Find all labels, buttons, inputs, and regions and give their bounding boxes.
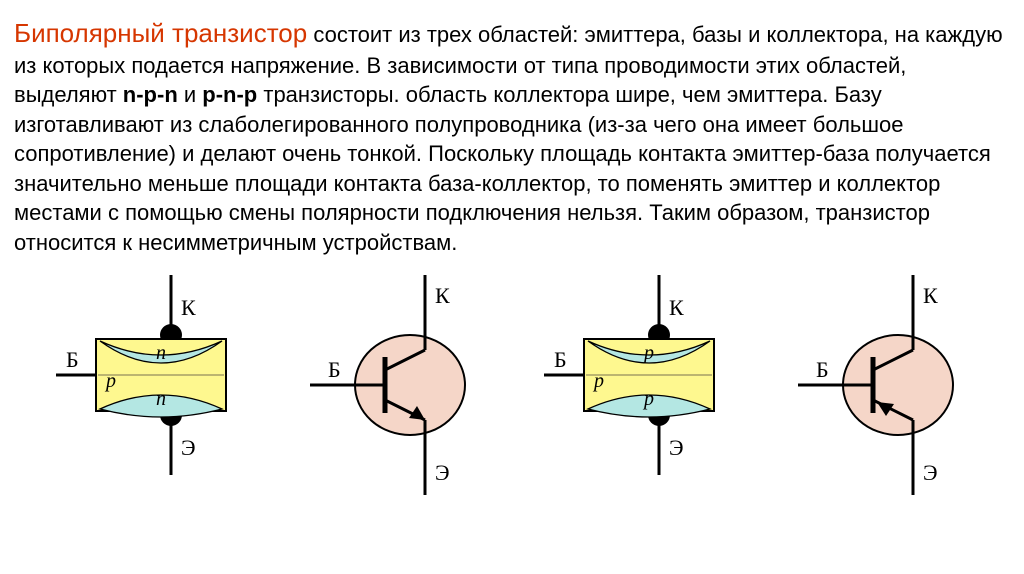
pnp-bold: p-n-p xyxy=(202,82,257,107)
label-e: Э xyxy=(923,460,938,485)
layer-p-top: p xyxy=(642,342,654,364)
npn-bold: n-p-n xyxy=(123,82,178,107)
label-k: К xyxy=(669,295,684,320)
layer-p-mid: p xyxy=(592,370,604,392)
label-b: Б xyxy=(66,347,79,372)
pnp-structure-diagram: К Б Э p p p xyxy=(544,275,734,475)
diagrams-row: К Б Э n p n К Б Э xyxy=(14,275,1010,495)
layer-n-bot: n xyxy=(156,388,166,410)
label-k: К xyxy=(181,295,196,320)
heading: Биполярный транзистор xyxy=(14,18,307,48)
label-e: Э xyxy=(669,435,684,460)
label-b: Б xyxy=(554,347,567,372)
label-e: Э xyxy=(181,435,196,460)
pnp-symbol-diagram: К Б Э xyxy=(798,275,968,495)
label-e: Э xyxy=(435,460,450,485)
label-b: Б xyxy=(328,357,341,382)
para-2: и xyxy=(178,82,203,107)
description-text: Биполярный транзистор состоит из трех об… xyxy=(14,16,1010,257)
label-b: Б xyxy=(816,357,829,382)
label-k: К xyxy=(923,283,938,308)
label-k: К xyxy=(435,283,450,308)
layer-n-top: n xyxy=(156,342,166,364)
para-3: транзисторы. область коллектора шире, че… xyxy=(14,82,991,254)
layer-p-bot: p xyxy=(642,388,654,410)
npn-structure-diagram: К Б Э n p n xyxy=(56,275,246,475)
layer-p-mid: p xyxy=(104,370,116,392)
npn-symbol-diagram: К Б Э xyxy=(310,275,480,495)
